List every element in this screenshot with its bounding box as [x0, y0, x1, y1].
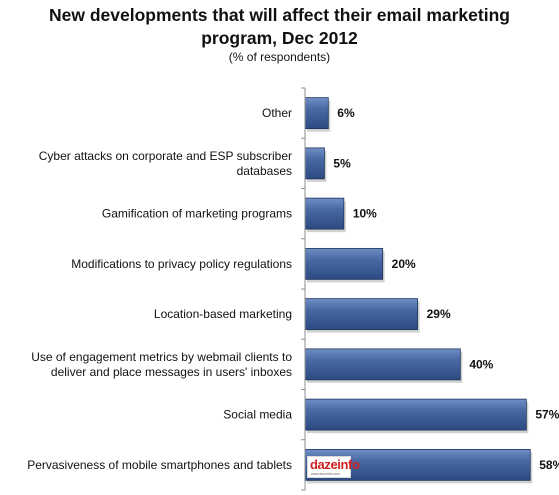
bar	[304, 398, 527, 431]
chart-subtitle: (% of respondents)	[228, 50, 331, 64]
category-label: Other	[262, 106, 292, 120]
bars-group	[304, 97, 533, 484]
axis-ticks-group	[301, 87, 305, 491]
category-label: deliver and place messages in users' inb…	[51, 365, 292, 379]
chart-title: New developments that will affect their …	[0, 4, 559, 50]
logo-text: dazeinfo	[310, 457, 360, 472]
bar	[304, 348, 461, 381]
bar-value-label: 10%	[353, 207, 377, 221]
bar-value-label: 29%	[427, 307, 451, 321]
category-labels-group: Other Cyber attacks on corporate and ESP …	[27, 106, 292, 472]
category-label: Pervasiveness of mobile smartphones and …	[27, 458, 292, 472]
title-line-2: program, Dec 2012	[201, 28, 358, 48]
category-label: Cyber attacks on corporate and ESP subsc…	[39, 149, 292, 163]
bar-value-label: 20%	[392, 257, 416, 271]
category-label: Gamification of marketing programs	[102, 207, 292, 221]
bar-value-label: 6%	[337, 106, 355, 120]
logo-subtext: www.dazeinfo.com	[311, 472, 341, 476]
category-label: Social media	[223, 408, 292, 422]
category-label: Modifications to privacy policy regulati…	[71, 257, 292, 271]
bar-value-label: 57%	[535, 408, 559, 422]
dazeinfo-logo: dazeinfo www.dazeinfo.com	[307, 456, 360, 478]
category-label: Use of engagement metrics by webmail cli…	[31, 350, 292, 364]
bar-value-label: 40%	[469, 357, 493, 371]
bar	[304, 97, 329, 130]
category-label: databases	[237, 164, 292, 178]
value-labels-group: 6% 5% 10% 20% 29% 40% 57% 58%	[333, 106, 559, 472]
bar	[304, 197, 345, 230]
bar-value-label: 5%	[333, 156, 351, 170]
bar	[304, 247, 384, 280]
bar-value-label: 58%	[539, 458, 559, 472]
title-line-1: New developments that will affect their …	[49, 5, 510, 25]
bar	[304, 298, 419, 331]
category-label: Location-based marketing	[154, 307, 292, 321]
bar	[304, 147, 325, 180]
